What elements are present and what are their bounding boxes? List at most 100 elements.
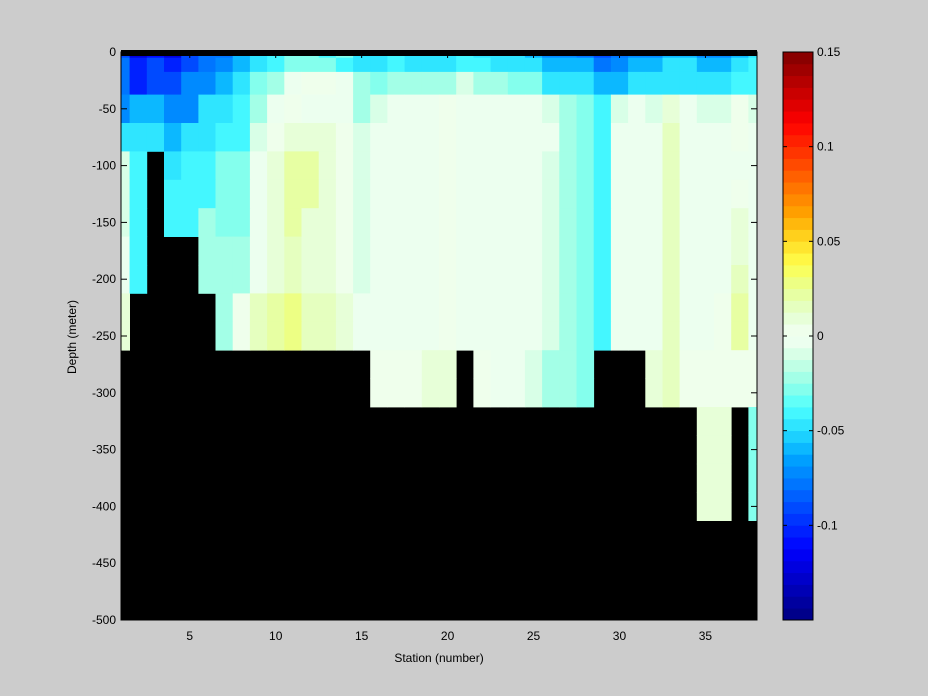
colorbar-swatch [783, 395, 813, 408]
heatmap-cell [181, 57, 199, 73]
heatmap-cell [645, 378, 663, 408]
heatmap-cell [198, 151, 216, 181]
heatmap-cell [456, 208, 474, 237]
heatmap-cell [198, 208, 216, 237]
heatmap-cell [714, 378, 732, 408]
heatmap-cell [593, 236, 612, 266]
heatmap-cell [387, 293, 405, 323]
colorbar-swatch [783, 170, 813, 183]
heatmap-cell [198, 265, 216, 294]
colorbar-swatch [783, 537, 813, 550]
heatmap-cell [456, 265, 474, 294]
heatmap-cell [696, 378, 715, 408]
colorbar-swatch [783, 359, 813, 372]
heatmap-cell [714, 57, 732, 73]
x-axis: 5 10 15 20 25 30 35 [186, 52, 712, 643]
y-tick-label: -350 [92, 443, 116, 457]
heatmap-cell [387, 265, 405, 294]
heatmap-cell [456, 151, 474, 181]
colorbar-swatch [783, 87, 813, 100]
colorbar-swatch [783, 501, 813, 514]
heatmap-cell [421, 179, 440, 209]
colorbar-swatch [783, 146, 813, 159]
heatmap-cell [524, 208, 543, 237]
heatmap-cell [353, 208, 371, 237]
heatmap-cell [284, 208, 302, 237]
heatmap-cell [714, 71, 732, 95]
heatmap-cell [507, 378, 526, 408]
heatmap-cell [628, 265, 646, 294]
heatmap-cell [748, 57, 758, 73]
heatmap-cell [456, 179, 474, 209]
colorbar-tick-label: 0.1 [817, 140, 834, 154]
heatmap-cell [714, 236, 732, 266]
heatmap-cell [473, 236, 491, 266]
heatmap-cell [181, 208, 199, 237]
heatmap-cell [267, 151, 285, 181]
heatmap-cell [645, 151, 663, 181]
heatmap-cell [198, 94, 216, 124]
heatmap-cell [232, 265, 251, 294]
heatmap-cell [473, 123, 491, 152]
heatmap-cell [731, 236, 749, 266]
colorbar-swatch [783, 194, 813, 207]
heatmap-cell [301, 179, 320, 209]
heatmap-cell [628, 236, 646, 266]
heatmap-cell [696, 94, 715, 124]
heatmap-cell [559, 265, 577, 294]
y-tick-label: -400 [92, 499, 116, 513]
colorbar-swatch [783, 418, 813, 432]
heatmap-cell [387, 71, 405, 95]
heatmap-cell [576, 293, 595, 323]
heatmap-cell [232, 321, 251, 351]
heatmap-cell [456, 123, 474, 152]
heatmap-cell [731, 321, 749, 351]
colorbar-swatch [783, 371, 813, 384]
heatmap-cell [593, 208, 612, 237]
heatmap-cell [249, 151, 268, 181]
heatmap-cell [662, 151, 681, 181]
heatmap-cell [714, 179, 732, 209]
heatmap-cell [679, 57, 698, 73]
heatmap-cell [335, 94, 354, 124]
heatmap-cell [696, 350, 715, 379]
heatmap-cell [129, 208, 148, 237]
heatmap-cell [404, 265, 423, 294]
heatmap-cell [335, 179, 354, 209]
x-tick-label: 5 [186, 629, 193, 643]
heatmap-cell [439, 293, 457, 323]
heatmap-cell [645, 71, 663, 95]
heatmap-cell [628, 57, 646, 73]
heatmap-cell [387, 94, 405, 124]
heatmap-cell [353, 94, 371, 124]
heatmap-cell [576, 179, 595, 209]
heatmap-cell [507, 350, 526, 379]
heatmap-cell [610, 321, 629, 351]
heatmap-cell [679, 179, 698, 209]
heatmap-cell [662, 57, 681, 73]
heatmap-cell [473, 151, 491, 181]
heatmap-cell [662, 350, 681, 379]
x-tick-label: 30 [613, 629, 627, 643]
heatmap-cell [439, 123, 457, 152]
heatmap-cell [404, 94, 423, 124]
heatmap-cell [335, 57, 354, 73]
colorbar-swatch [783, 99, 813, 112]
colorbar-swatch [783, 513, 813, 526]
heatmap-cell [318, 151, 337, 181]
heatmap-cell [473, 179, 491, 209]
heatmap-cell [370, 151, 388, 181]
heatmap-cell [164, 57, 182, 73]
heatmap-cell [662, 179, 681, 209]
colorbar-swatch [783, 454, 813, 467]
heatmap-cell [129, 265, 148, 294]
heatmap-cell [714, 350, 732, 379]
heatmap-cell [249, 236, 268, 266]
heatmap-cell [335, 151, 354, 181]
colorbar-swatch [783, 288, 813, 301]
heatmap-cell [662, 208, 681, 237]
top-boundary-line [121, 50, 757, 56]
heatmap-cell [714, 407, 732, 436]
heatmap-cell [387, 208, 405, 237]
heatmap-cell [301, 57, 320, 73]
